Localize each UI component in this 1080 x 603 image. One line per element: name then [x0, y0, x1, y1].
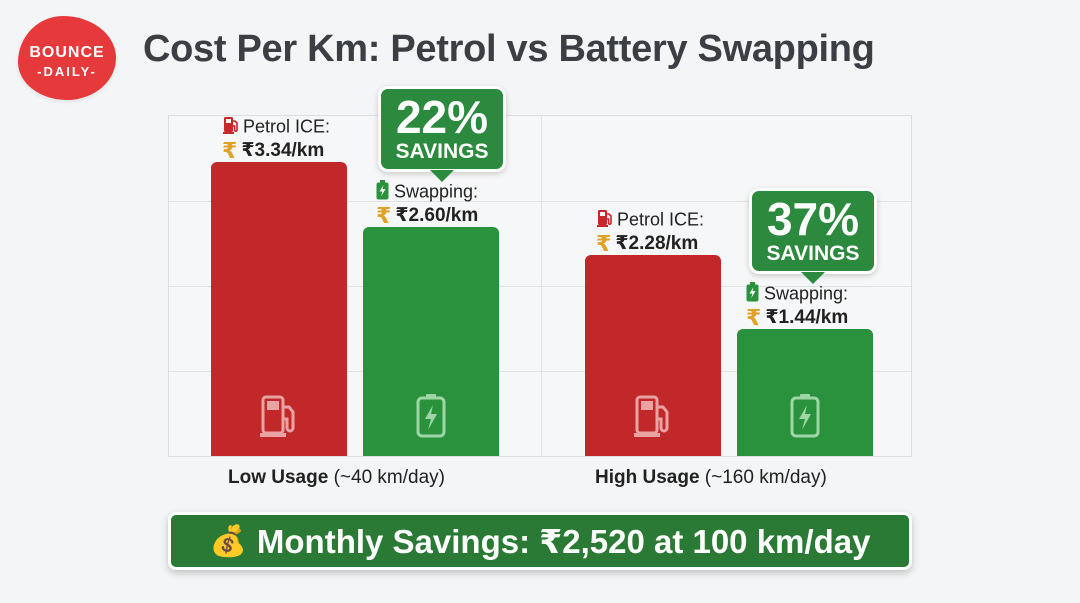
data-label: Swapping: ₹ ₹2.60/km [376, 180, 478, 227]
value-label: ₹ ₹1.44/km [746, 305, 849, 330]
series-name: Swapping: [394, 181, 479, 202]
logo-line-2: -DAILY- [37, 64, 97, 79]
page-title: Cost Per Km: Petrol vs Battery Swapping [143, 28, 875, 70]
bar-petrol-high [585, 255, 721, 456]
bar-petrol-low [211, 162, 347, 456]
data-label: Swapping: ₹ ₹1.44/km [746, 282, 848, 329]
bounce-daily-logo: BOUNCE -DAILY- [18, 16, 116, 100]
value-label: ₹ ₹3.34/km [222, 138, 325, 163]
gridline [169, 286, 911, 287]
logo-line-1: BOUNCE [29, 44, 105, 61]
gridline [169, 371, 911, 372]
monthly-savings-banner: 💰 Monthly Savings: ₹2,520 at 100 km/day [168, 512, 912, 570]
money-bag-icon: 💰 [209, 524, 247, 558]
battery-icon [415, 393, 447, 444]
category-label: Low Usage (~40 km/day) [228, 467, 445, 489]
data-label: Petrol ICE: ₹ ₹3.34/km [222, 115, 330, 162]
rupee-icon: ₹ [222, 138, 238, 163]
bar-swapping-high [737, 329, 873, 456]
fuel-pump-icon [222, 115, 238, 140]
battery-icon [376, 180, 389, 205]
category-name: Low Usage [228, 467, 329, 488]
fuel-pump-icon [259, 393, 299, 444]
rupee-icon: ₹ [746, 305, 762, 330]
savings-percent: 22% [395, 91, 489, 143]
savings-badge: 37% SAVINGS [749, 188, 877, 284]
series-name: Swapping: [764, 283, 849, 304]
gridline-vertical [541, 116, 542, 456]
value-label: ₹ ₹2.60/km [376, 203, 479, 228]
fuel-pump-icon [596, 208, 612, 233]
badge-pointer [430, 170, 454, 182]
category-name: High Usage [595, 467, 700, 488]
rupee-icon: ₹ [376, 203, 392, 228]
series-name: Petrol ICE: [243, 116, 331, 137]
badge-pointer [801, 272, 825, 284]
category-label: High Usage (~160 km/day) [595, 467, 827, 489]
savings-percent: 37% [766, 193, 860, 245]
bar-swapping-low [363, 227, 499, 456]
chart-plot-area [168, 115, 912, 457]
savings-label: SAVINGS [766, 242, 860, 265]
data-label: Petrol ICE: ₹ ₹2.28/km [596, 208, 704, 255]
savings-badge: 22% SAVINGS [378, 86, 506, 182]
category-note: (~160 km/day) [699, 467, 827, 488]
category-note: (~40 km/day) [328, 467, 445, 488]
monthly-savings-text: Monthly Savings: ₹2,520 at 100 km/day [256, 522, 871, 560]
rupee-icon: ₹ [596, 231, 612, 256]
series-name: Petrol ICE: [617, 209, 705, 230]
battery-icon [789, 393, 821, 444]
battery-icon [746, 282, 759, 307]
fuel-pump-icon [633, 393, 673, 444]
gridline [169, 201, 911, 202]
value-label: ₹ ₹2.28/km [596, 231, 699, 256]
savings-label: SAVINGS [395, 140, 489, 163]
